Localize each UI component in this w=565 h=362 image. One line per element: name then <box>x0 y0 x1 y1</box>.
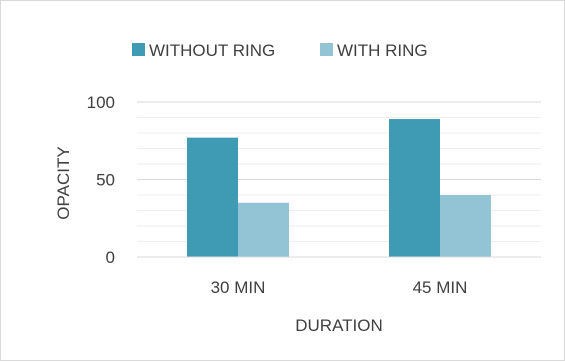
y-tick-label: 50 <box>96 171 115 190</box>
legend: WITHOUT RING WITH RING <box>132 41 428 60</box>
y-axis-title: OPACITY <box>54 146 73 219</box>
y-tick-labels: 0 50 100 <box>87 93 115 267</box>
x-tick-label: 45 MIN <box>413 278 468 297</box>
bars <box>187 119 491 257</box>
legend-swatch-without-ring <box>132 43 145 56</box>
bar-with-ring-45-min <box>440 195 491 257</box>
legend-item-with-ring: WITH RING <box>320 41 428 60</box>
legend-label-with-ring: WITH RING <box>337 41 428 60</box>
legend-label-without-ring: WITHOUT RING <box>149 41 275 60</box>
bar-without-ring-45-min <box>389 119 440 257</box>
x-axis-title: DURATION <box>295 316 383 335</box>
x-tick-label: 30 MIN <box>211 278 266 297</box>
legend-swatch-with-ring <box>320 43 333 56</box>
x-tick-labels: 30 MIN 45 MIN <box>211 278 468 297</box>
y-tick-label: 100 <box>87 93 115 112</box>
bar-with-ring-30-min <box>238 202 289 257</box>
legend-item-without-ring: WITHOUT RING <box>132 41 275 60</box>
y-tick-label: 0 <box>106 248 115 267</box>
bar-without-ring-30-min <box>187 137 238 257</box>
